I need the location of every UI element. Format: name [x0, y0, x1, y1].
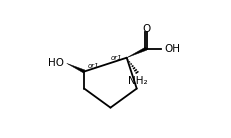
- Polygon shape: [67, 63, 85, 73]
- Text: O: O: [141, 24, 149, 34]
- Text: HO: HO: [48, 58, 64, 68]
- Text: NH₂: NH₂: [127, 76, 147, 86]
- Text: OH: OH: [164, 44, 180, 54]
- Text: or1: or1: [110, 55, 122, 61]
- Text: or1: or1: [87, 63, 99, 69]
- Polygon shape: [126, 47, 146, 58]
